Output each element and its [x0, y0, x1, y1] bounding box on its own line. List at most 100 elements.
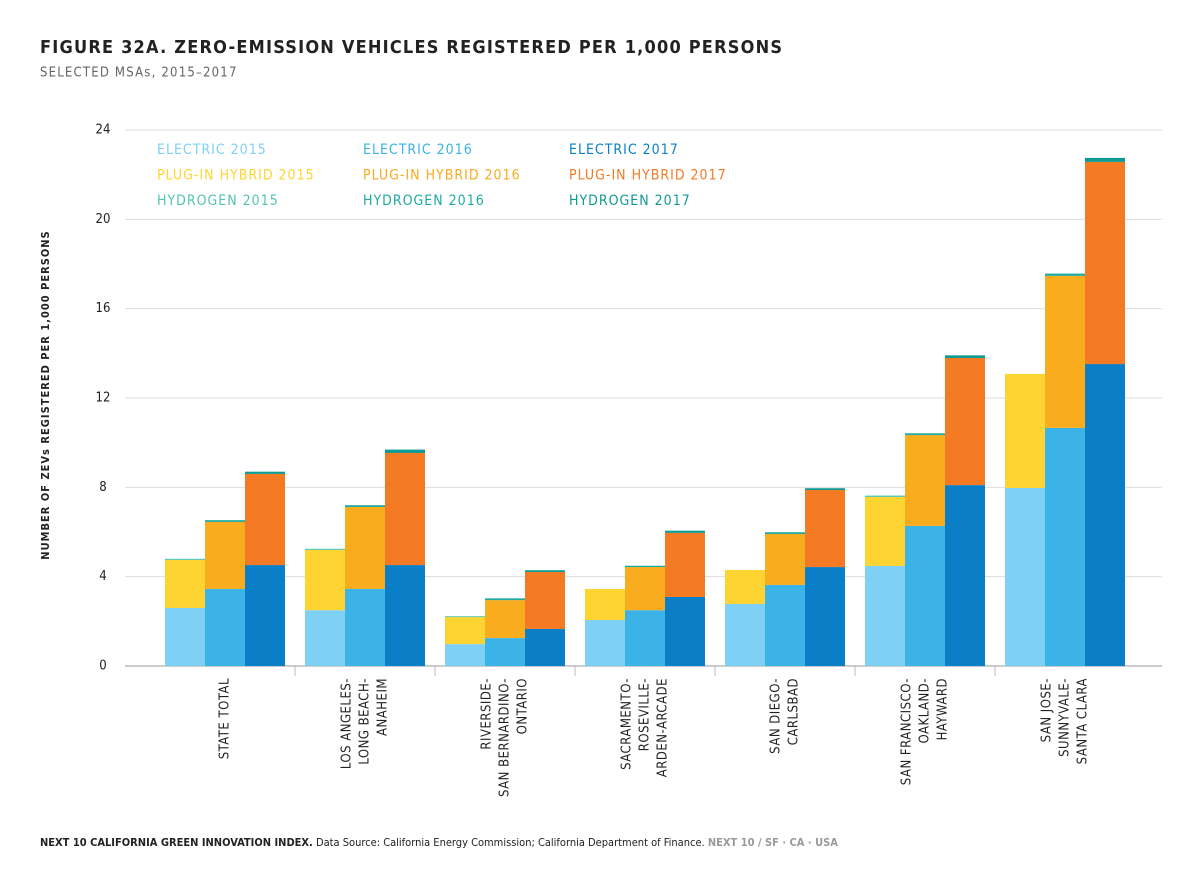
x-tick-label: OAKLAND- [918, 678, 933, 743]
bar-segment [525, 628, 565, 666]
legend-entry: PLUG-IN HYBRID 2017 [569, 168, 727, 184]
y-tick-label: 12 [96, 391, 111, 406]
bar-segment [725, 603, 765, 666]
bar-segment [525, 571, 565, 629]
x-tick-label: STATE TOTAL [218, 678, 233, 759]
x-tick-label: CARLSBAD [787, 678, 802, 745]
bar-segment [805, 488, 845, 491]
bar-segment [585, 588, 625, 620]
bar-segment [305, 548, 345, 550]
bar-segment [865, 495, 905, 497]
bar-segment [905, 525, 945, 666]
bar-segment [345, 506, 385, 589]
x-tick-label: SANTA CLARA [1076, 678, 1091, 764]
bar-segment [805, 490, 845, 568]
bar-segment [905, 435, 945, 526]
bar-segment [305, 549, 345, 611]
bar-segment [205, 521, 245, 589]
y-tick-label: 4 [99, 569, 106, 584]
y-tick-label: 20 [96, 212, 111, 227]
legend-entry: ELECTRIC 2015 [157, 142, 267, 158]
y-tick-label: 24 [96, 123, 111, 138]
bar-segment [665, 532, 705, 597]
x-tick-label: SAN DIEGO- [769, 678, 784, 754]
bar-segment [245, 471, 285, 474]
bar-segment [245, 565, 285, 666]
bar-segment [1045, 273, 1085, 276]
bar-segment [765, 534, 805, 585]
y-tick-label: 16 [96, 301, 111, 316]
bar-segment [485, 598, 525, 601]
bar-segment [205, 588, 245, 666]
bar-segment [945, 485, 985, 666]
bar-segment [445, 644, 485, 666]
legend-entry: HYDROGEN 2017 [569, 193, 691, 209]
chart-subtitle: SELECTED MSAs, 2015–2017 [40, 66, 238, 81]
legend-entry: HYDROGEN 2015 [157, 193, 279, 209]
x-tick-label: LONG BEACH- [358, 678, 373, 765]
bar-segment [625, 610, 665, 666]
x-tick-label: SAN JOSE- [1040, 678, 1055, 742]
bar-segment [1085, 364, 1125, 666]
bar-segment [585, 619, 625, 666]
bar-segment [445, 616, 485, 618]
bar-segment [625, 565, 665, 568]
x-tick-label: ARDEN-ARCADE [656, 678, 671, 777]
bar-segment [1085, 157, 1125, 162]
bar-segment [345, 505, 385, 507]
bar-segment [805, 567, 845, 666]
x-tick-label: SUNNYVALE- [1058, 678, 1073, 757]
bar-segment [385, 452, 425, 566]
bar-segment [385, 565, 425, 666]
bar-segment [165, 559, 205, 608]
x-tick-label: HAYWARD [936, 678, 951, 740]
legend-entry: ELECTRIC 2017 [569, 142, 679, 158]
x-tick-label: ANAHEIM [376, 678, 391, 736]
bar-segment [305, 610, 345, 666]
bar-segment [1045, 427, 1085, 666]
bar-segment [945, 358, 985, 486]
x-tick-label: LOS ANGELES- [340, 678, 355, 769]
bar-segment [945, 355, 985, 359]
source-text: Data Source: California Energy Commissio… [316, 836, 705, 849]
bar-segment [625, 567, 665, 611]
x-tick-label: SAN FRANCISCO- [900, 678, 915, 785]
bar-segment [865, 565, 905, 666]
bar-segment [525, 570, 565, 572]
bar-segment [665, 530, 705, 533]
x-tick-label: ROSEVILLE- [638, 678, 653, 751]
y-axis-label: NUMBER OF ZEVs REGISTERED PER 1,000 PERS… [39, 230, 52, 559]
bar-segment [485, 638, 525, 666]
x-tick-label: SAN BERNARDINO- [498, 678, 513, 797]
bar-segment [445, 617, 485, 645]
bar-segment [1045, 275, 1085, 428]
bar-segment [725, 569, 765, 604]
bar-segment [385, 449, 425, 453]
legend-entry: PLUG-IN HYBRID 2016 [363, 168, 521, 184]
source: NEXT 10 CALIFORNIA GREEN INNOVATION INDE… [40, 836, 838, 849]
source-org: NEXT 10 / SF · CA · USA [708, 836, 838, 849]
bar-segment [1005, 488, 1045, 666]
legend-entry: ELECTRIC 2016 [363, 142, 473, 158]
bar-segment [1005, 373, 1045, 489]
chart-title: FIGURE 32A. ZERO-EMISSION VEHICLES REGIS… [40, 37, 783, 58]
legend-entry: PLUG-IN HYBRID 2015 [157, 168, 315, 184]
bar-segment [345, 588, 385, 666]
legend-entry: HYDROGEN 2016 [363, 193, 485, 209]
x-tick-label: RIVERSIDE- [480, 678, 495, 750]
bar-segment [765, 532, 805, 535]
bar-segment [205, 520, 245, 522]
bar-segment [165, 607, 205, 666]
y-tick-label: 0 [99, 659, 106, 674]
bar-segment [865, 496, 905, 566]
x-tick-label: ONTARIO [516, 678, 531, 734]
bar-segment [905, 433, 945, 436]
bar-segment [1085, 161, 1125, 365]
x-tick-label: SACRAMENTO- [620, 678, 635, 770]
bar-segment [485, 600, 525, 639]
bar-segment [765, 584, 805, 666]
bar-segment [165, 558, 205, 560]
source-bold: NEXT 10 CALIFORNIA GREEN INNOVATION INDE… [40, 836, 313, 849]
bar-segment [665, 596, 705, 666]
